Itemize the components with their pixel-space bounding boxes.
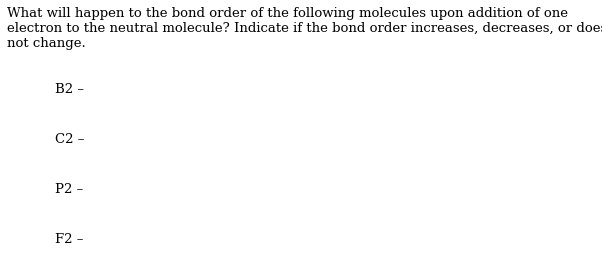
Text: B2 –: B2 –	[55, 83, 84, 96]
Text: F2 –: F2 –	[55, 233, 83, 246]
Text: C2 –: C2 –	[55, 133, 84, 146]
Text: What will happen to the bond order of the following molecules upon addition of o: What will happen to the bond order of th…	[7, 7, 602, 50]
Text: P2 –: P2 –	[55, 183, 83, 196]
